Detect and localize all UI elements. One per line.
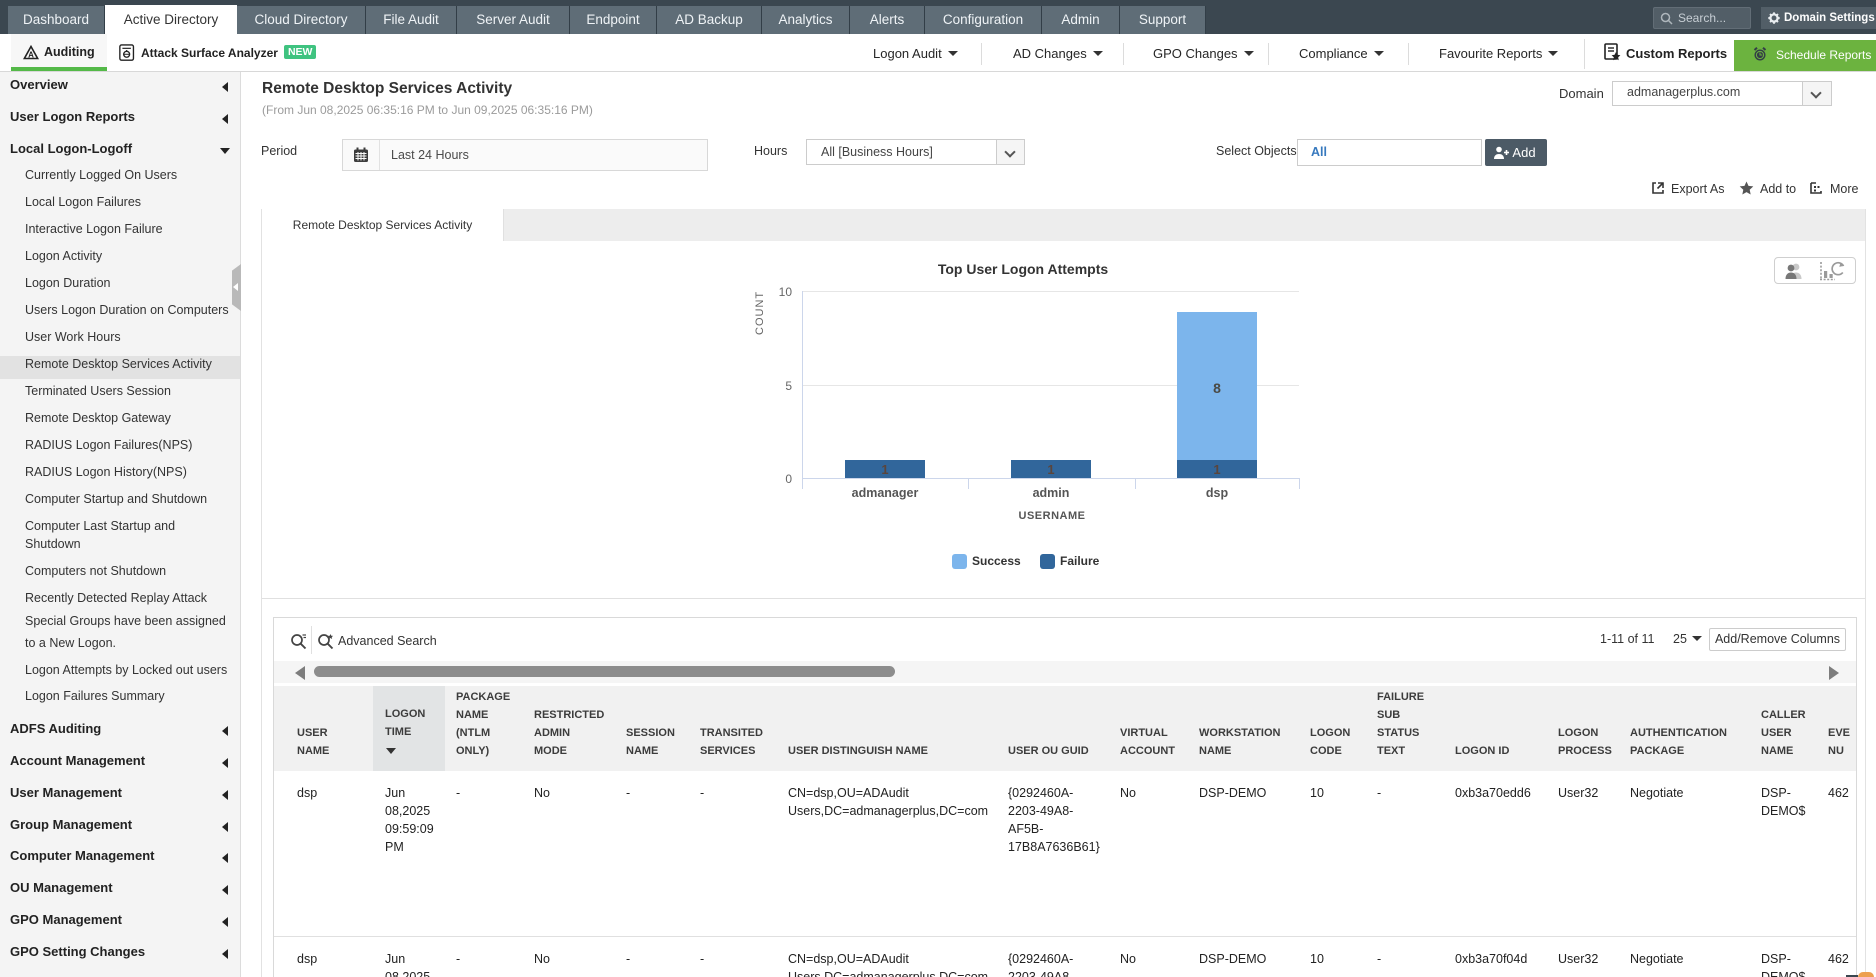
svg-text:A: A — [28, 51, 34, 60]
